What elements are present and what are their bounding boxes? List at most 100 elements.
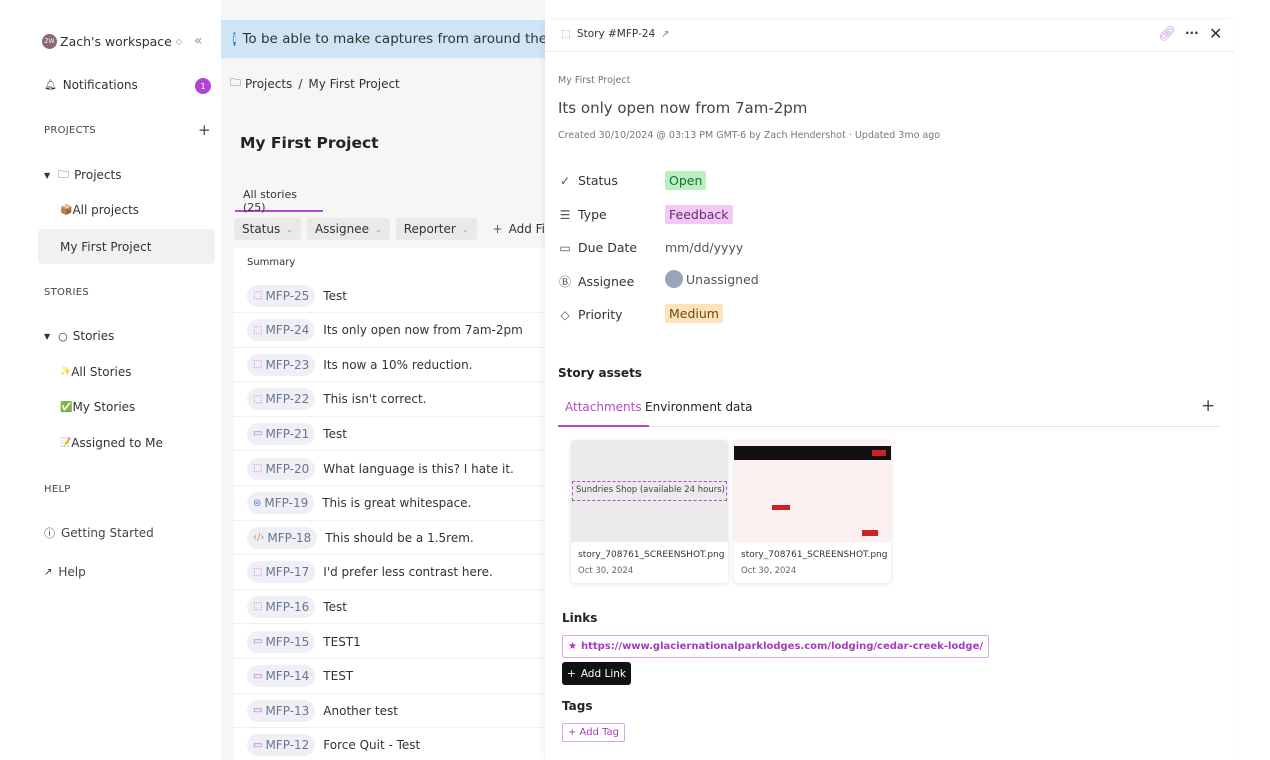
story-id-pill[interactable]: ⬚ MFP-24 (247, 319, 316, 342)
info-banner: i To be able to make captures from aroun… (221, 20, 545, 58)
story-id-pill[interactable]: ‹/› MFP-18 (247, 526, 318, 549)
sidebar-group-stories[interactable]: ▼ ○ Stories (44, 319, 221, 353)
story-id-pill[interactable]: ⬚ MFP-16 (247, 595, 316, 618)
more-options-icon[interactable]: ··· (1185, 26, 1199, 40)
sidebar-item-my-stories[interactable]: ✅ My Stories (38, 390, 215, 424)
page-title: My First Project (240, 134, 379, 152)
table-row[interactable]: ▭ MFP-12 Force Quit - Test (234, 729, 545, 760)
story-id: MFP-22 (265, 392, 310, 407)
feedback-icon: ⬚ (561, 28, 571, 40)
thumbnail-navbar (734, 446, 891, 460)
attachment-thumbnail: Sundries Shop (available 24 hours) (571, 440, 728, 542)
story-id-pill[interactable]: ▭ MFP-12 (247, 734, 316, 757)
story-detail-panel: ⬚ Story #MFP-24 ↗ 🔗︎ ··· ✕ My First Proj… (545, 20, 1235, 760)
table-row[interactable]: ⬚ MFP-17 I'd prefer less contrast here. (234, 556, 545, 590)
prop-label: Type (578, 207, 607, 222)
bell-icon: 🔔︎ (44, 79, 57, 91)
chevron-down-icon: ⌄ (286, 224, 293, 234)
sidebar-item-assigned-to-me[interactable]: 📝 Assigned to Me (38, 426, 215, 460)
table-row[interactable]: ▭ MFP-15 TEST1 (234, 625, 545, 659)
column-header-summary[interactable]: Summary (247, 257, 296, 268)
table-row[interactable]: ⬚ MFP-20 What language is this? I hate it. (234, 452, 545, 486)
feedback-icon: ⬚ (253, 463, 263, 474)
add-project-button[interactable]: + (198, 121, 211, 139)
feedback-icon: ⬚ (253, 566, 263, 578)
sidebar-item-getting-started[interactable]: ⓘ Getting Started (44, 516, 221, 550)
open-external-icon[interactable]: ↗ (661, 28, 670, 40)
tab-all-stories[interactable]: All stories (25) (235, 188, 323, 214)
story-id-pill[interactable]: ⬚ MFP-17 (247, 561, 316, 584)
sidebar-item-help[interactable]: ↗ Help (44, 555, 221, 589)
add-attachment-button[interactable]: + (1201, 396, 1216, 416)
filter-reporter[interactable]: Reporter ⌄ (395, 218, 477, 240)
filter-status[interactable]: Status ⌄ (234, 218, 301, 240)
sidebar-item-my-first-project[interactable]: My First Project (38, 229, 215, 264)
link-item[interactable]: ★ https://www.glaciernationalparklodges.… (562, 635, 990, 658)
story-id-pill[interactable]: ▭ MFP-21 (247, 422, 316, 445)
story-summary: Another test (323, 703, 398, 718)
table-row[interactable]: ▭ MFP-13 Another test (234, 694, 545, 729)
sidebar-item-all-stories[interactable]: ✨ All Stories (38, 355, 215, 389)
story-id: MFP-15 (265, 634, 310, 649)
story-summary: This is great whitespace. (322, 496, 472, 511)
breadcrumb-projects[interactable]: Projects (245, 76, 293, 91)
story-id: MFP-24 (265, 323, 310, 338)
link-url: https://www.glaciernationalparklodges.co… (580, 641, 984, 652)
assignee-value: Unassigned (686, 271, 759, 287)
breadcrumb-separator: / (298, 76, 303, 91)
table-row[interactable]: ⬚ MFP-25 Test (234, 279, 545, 313)
story-id-pill[interactable]: ⬚ MFP-22 (247, 388, 316, 411)
due-date-input[interactable]: mm/dd/yyyy (665, 240, 744, 255)
table-row[interactable]: ⊜ MFP-19 This is great whitespace. (234, 487, 545, 521)
story-id: MFP-20 (265, 461, 310, 476)
prop-status: ✓ Status (558, 173, 618, 188)
table-row[interactable]: ⬚ MFP-24 Its only open now from 7am-2pm (234, 314, 545, 348)
attachment-thumbnail (734, 440, 891, 542)
add-tag-button[interactable]: + Add Tag (562, 723, 626, 742)
status-badge[interactable]: Open (665, 171, 707, 190)
sidebar-item-label: Getting Started (61, 526, 154, 540)
collapse-sidebar-icon[interactable]: « (194, 33, 203, 49)
filter-assignee[interactable]: Assignee ⌄ (306, 218, 390, 240)
tab-attachments[interactable]: Attachments (558, 393, 649, 427)
table-row[interactable]: ⬚ MFP-23 Its now a 10% reduction. (234, 348, 545, 383)
copy-link-icon[interactable]: 🔗︎ (1158, 26, 1176, 42)
attachment-card[interactable]: story_708761_SCREENSHOT.png Oct 30, 2024 (734, 440, 891, 583)
chevron-down-icon: ⌄ (461, 224, 469, 234)
feedback-icon: ⬚ (253, 324, 263, 336)
thumbnail-button (772, 505, 790, 510)
attachment-card[interactable]: Sundries Shop (available 24 hours) story… (571, 440, 728, 583)
add-filter-button[interactable]: + Add Filter (493, 222, 545, 236)
story-id-pill[interactable]: ⊜ MFP-19 (247, 492, 315, 515)
story-summary: I'd prefer less contrast here. (323, 565, 493, 580)
close-icon[interactable]: ✕ (1209, 24, 1223, 43)
story-title[interactable]: Its only open now from 7am-2pm (558, 99, 808, 117)
sidebar-item-notifications[interactable]: 🔔︎ Notifications (44, 78, 138, 92)
priority-badge[interactable]: Medium (665, 304, 723, 323)
tags-heading: Tags (562, 699, 593, 713)
story-id-pill[interactable]: ⬚ MFP-20 (247, 457, 316, 480)
story-id-pill[interactable]: ▭ MFP-14 (247, 665, 316, 688)
assignee-select[interactable]: Unassigned (665, 270, 759, 288)
tab-environment-data[interactable]: Environment data (645, 400, 753, 414)
sidebar-item-all-projects[interactable]: 📦 All projects (38, 193, 215, 227)
table-row[interactable]: ▭ MFP-14 TEST (234, 660, 545, 694)
table-row[interactable]: ‹/› MFP-18 This should be a 1.5rem. (234, 521, 545, 556)
prop-label: Priority (578, 307, 623, 322)
story-id-pill[interactable]: ⬚ MFP-23 (247, 353, 316, 376)
type-badge[interactable]: Feedback (665, 205, 733, 224)
sidebar-group-projects[interactable]: ▼ 🗀 Projects (44, 158, 221, 192)
add-link-button[interactable]: + Add Link (562, 662, 631, 685)
table-row[interactable]: ⬚ MFP-16 Test (234, 590, 545, 625)
plus-icon: + (567, 667, 576, 680)
tag-icon: ◇ (560, 307, 570, 322)
filter-label: Reporter (403, 222, 456, 236)
story-id-pill[interactable]: ▭ MFP-13 (247, 699, 316, 722)
workspace-switcher[interactable]: ZW Zach's workspace ◇ (42, 34, 182, 49)
story-id-pill[interactable]: ▭ MFP-15 (247, 630, 316, 653)
table-row[interactable]: ▭ MFP-21 Test (234, 417, 545, 452)
story-id: MFP-18 (267, 530, 312, 545)
table-row[interactable]: ⬚ MFP-22 This isn't correct. (234, 383, 545, 417)
info-icon: i (233, 32, 237, 46)
story-id-pill[interactable]: ⬚ MFP-25 (247, 284, 316, 307)
